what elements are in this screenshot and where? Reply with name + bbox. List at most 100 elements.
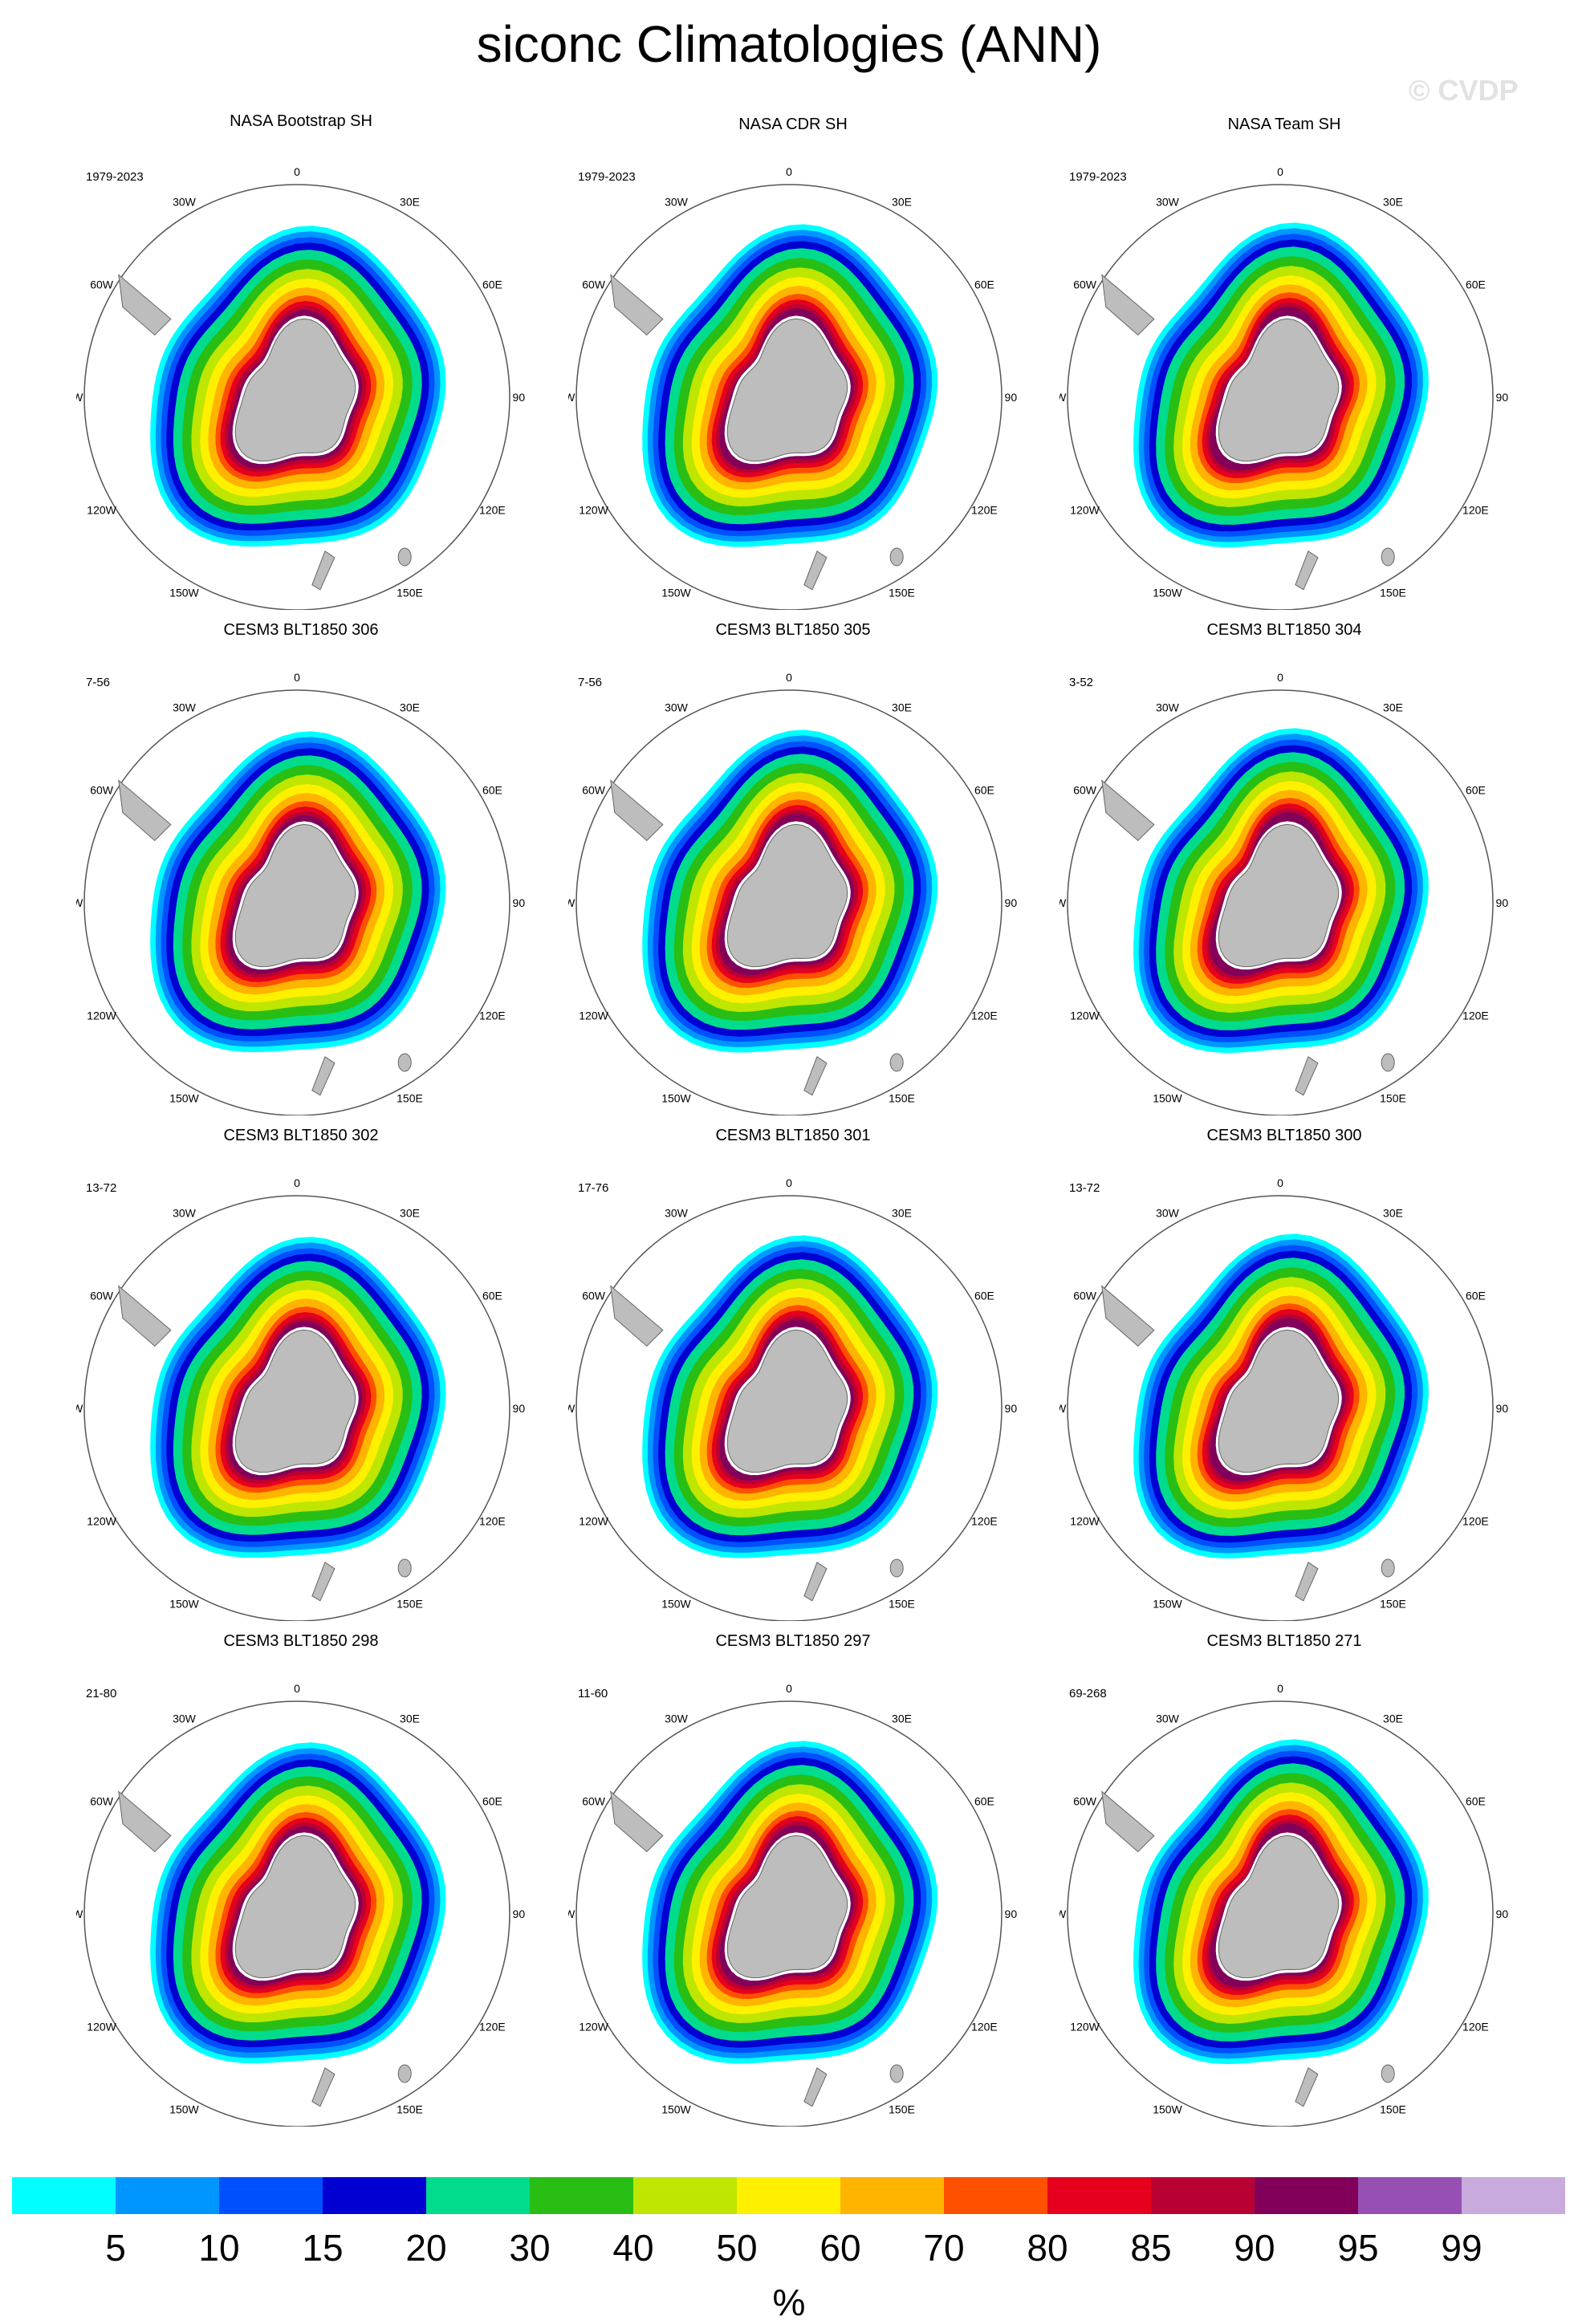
longitude-label: 30E <box>1383 1713 1403 1725</box>
longitude-label: 150E <box>397 1597 423 1610</box>
watermark: © CVDP <box>1409 74 1519 107</box>
longitude-label: 90E <box>1005 896 1018 909</box>
longitude-label: 30W <box>1156 196 1180 209</box>
longitude-label: 120E <box>479 2021 506 2034</box>
longitude-label: 150E <box>397 2103 423 2115</box>
colorbar-box <box>633 2177 737 2214</box>
longitude-label: 150W <box>1153 1091 1182 1104</box>
antarctica-land <box>1218 823 1340 968</box>
longitude-label: 90W <box>76 1402 83 1415</box>
longitude-label: 120E <box>1462 1515 1489 1528</box>
south-america-land <box>610 1285 664 1347</box>
polar-map: 030E60E90E120E150E180150W120W90W60W30W <box>1059 671 1509 1115</box>
longitude-label: 30W <box>665 1713 689 1725</box>
longitude-label: 0 <box>294 671 300 684</box>
colorbar-tick-label: 60 <box>820 2227 860 2269</box>
colorbar-box <box>426 2177 530 2214</box>
longitude-label: 120E <box>1462 1010 1489 1022</box>
tasmania-land <box>397 2064 412 2083</box>
polar-map: 030E60E90E120E150E180150W120W90W60W30W <box>568 165 1018 610</box>
antarctica-land <box>726 318 848 462</box>
new-zealand-land <box>311 2067 336 2107</box>
longitude-label: 60W <box>1073 1290 1097 1302</box>
longitude-label: 120W <box>579 1010 608 1022</box>
panel-title: CESM3 BLT1850 298 <box>223 1632 379 1650</box>
map-panel: CESM3 BLT1850 301 17-76 0 30E 60E 90E 120E 150E… <box>568 1123 1018 1621</box>
new-zealand-land <box>803 1056 828 1096</box>
panel-period: 7-56 <box>578 676 603 689</box>
longitude-label: 120E <box>479 1515 506 1528</box>
longitude-label: 150W <box>169 1597 199 1610</box>
longitude-label: 60W <box>1073 278 1097 291</box>
longitude-label: 30E <box>1383 1207 1403 1220</box>
longitude-label: 30E <box>892 1713 912 1725</box>
panel-title: NASA Team SH <box>1227 116 1341 133</box>
colorbar-tick-label: 10 <box>198 2227 239 2269</box>
longitude-label: 30W <box>665 1207 689 1220</box>
polar-map: 030E60E90E120E150E180150W120W90W60W30W <box>1059 165 1509 610</box>
south-america-land <box>1101 274 1155 336</box>
tasmania-land <box>889 2064 904 2083</box>
colorbar-box <box>530 2177 633 2214</box>
longitude-label: 150E <box>889 1597 915 1610</box>
colorbar-tick-label: 50 <box>716 2227 757 2269</box>
colorbar-tick-label: 95 <box>1337 2227 1378 2269</box>
longitude-label: 150W <box>1153 2103 1182 2115</box>
colorbar-box <box>1358 2177 1462 2214</box>
polar-map: 030E60E90E120E150E180150W120W90W60W30W <box>568 1682 1018 2127</box>
colorbar-tick-label: 90 <box>1234 2227 1275 2269</box>
longitude-label: 60E <box>974 784 994 797</box>
map-panel: NASA CDR SH1979-2023030E60E90E120E150E18… <box>568 112 1018 610</box>
colorbar-box <box>1462 2177 1565 2214</box>
longitude-label: 30W <box>1156 701 1180 714</box>
new-zealand-land <box>311 1562 336 1602</box>
longitude-label: 150W <box>661 1091 691 1104</box>
longitude-label: 60E <box>974 278 994 291</box>
longitude-label: 150E <box>1380 2103 1406 2115</box>
longitude-label: 30E <box>1383 701 1403 714</box>
longitude-label: 90E <box>1005 1908 1018 1920</box>
panel-period: 17-76 <box>578 1181 609 1195</box>
longitude-label: 60W <box>1073 1795 1097 1808</box>
longitude-label: 0 <box>294 165 300 178</box>
longitude-label: 0 <box>786 165 792 178</box>
longitude-label: 0 <box>1277 671 1283 684</box>
longitude-label: 60W <box>1073 784 1097 797</box>
panel-title: CESM3 BLT1850 304 <box>1206 621 1362 639</box>
antarctica-land <box>1218 1834 1340 1979</box>
panel-period: 21-80 <box>86 1687 117 1700</box>
panel-title: CESM3 BLT1850 305 <box>715 621 871 639</box>
longitude-label: 90W <box>76 1908 83 1920</box>
longitude-label: 150W <box>661 1597 691 1610</box>
longitude-label: 90W <box>1059 1402 1067 1415</box>
south-america-land <box>1101 1285 1155 1347</box>
longitude-label: 120E <box>479 504 506 517</box>
new-zealand-land <box>311 551 336 591</box>
longitude-label: 30E <box>892 196 912 209</box>
polar-map: 030E60E90E120E150E180150W120W90W60W30W <box>568 671 1018 1115</box>
panel-title: CESM3 BLT1850 306 <box>223 621 379 639</box>
panel-period: 1979-2023 <box>578 170 636 184</box>
colorbar-box <box>944 2177 1047 2214</box>
colorbar-box <box>1047 2177 1151 2214</box>
polar-map: 030E60E90E120E150E180150W120W90W60W30W <box>1059 1176 1509 1621</box>
polar-map: 030E60E90E120E150E180150W120W90W60W30W <box>76 1682 526 2127</box>
panel-period: 3-52 <box>1069 676 1094 689</box>
longitude-label: 90E <box>513 391 526 404</box>
figure-title: siconc Climatologies (ANN) <box>476 15 1102 73</box>
longitude-label: 120W <box>87 504 116 517</box>
longitude-label: 90E <box>1005 1402 1018 1415</box>
longitude-label: 30E <box>400 196 420 209</box>
panel-period: 1979-2023 <box>86 170 144 184</box>
longitude-label: 60E <box>482 1290 502 1302</box>
longitude-label: 60W <box>90 1795 114 1808</box>
south-america-land <box>610 1790 664 1853</box>
longitude-label: 150W <box>1153 1597 1182 1610</box>
longitude-label: 90E <box>513 1402 526 1415</box>
panel-title: CESM3 BLT1850 271 <box>1206 1632 1362 1650</box>
map-panel: CESM3 BLT1850 305 7-56 0 30E 60E 90E 120E 150E 1… <box>568 618 1018 1115</box>
longitude-label: 90W <box>76 896 83 909</box>
longitude-label: 150W <box>1153 586 1182 599</box>
new-zealand-land <box>1295 1562 1319 1602</box>
antarctica-land <box>726 823 848 968</box>
